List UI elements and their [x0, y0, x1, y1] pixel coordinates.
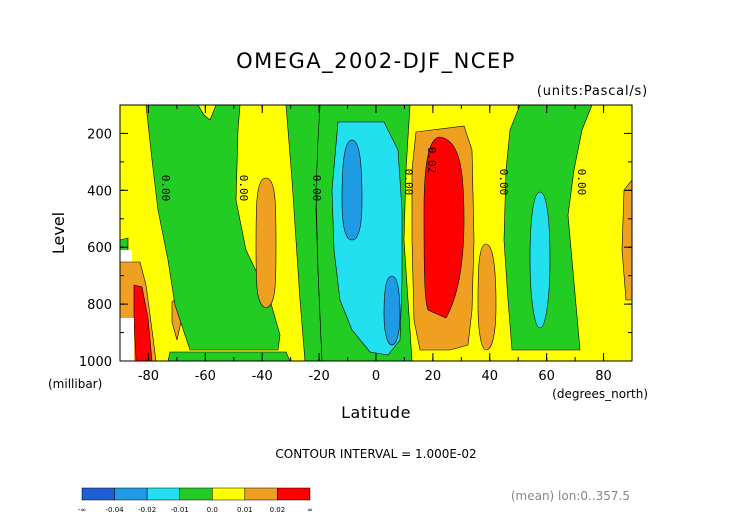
x-tick-label: -80 [138, 369, 159, 384]
contour-label: 0.00 [575, 169, 588, 196]
chart-title: OMEGA_2002-DJF_NCEP [236, 49, 516, 74]
contour-interval: CONTOUR INTERVAL = 1.000E-02 [275, 447, 476, 461]
region-yellow-notch [197, 105, 217, 121]
colorbar-swatch [146, 487, 180, 501]
y-tick-label: 600 [87, 241, 112, 256]
colorbar-label: -∞ [78, 506, 86, 514]
contour-label: 0.00 [497, 169, 510, 196]
x-tick-label: -20 [308, 369, 329, 384]
colorbar-swatch [244, 487, 278, 501]
y-tick-labels: 200 400 600 800 1000 [79, 127, 112, 370]
contour-labels: 0.00 0.00 0.00 0.00 0.02 0.00 0.00 [159, 147, 588, 202]
y-tick-label: 800 [87, 298, 112, 313]
x-tick-label: 20 [425, 369, 442, 384]
colorbar-swatch [114, 487, 148, 501]
colorbar-label: -0.01 [171, 506, 189, 514]
contour-label: 0.00 [159, 175, 172, 202]
colorbar-label: -0.04 [106, 506, 125, 514]
contour-label: 0.00 [237, 175, 250, 202]
y-unit-label: (millibar) [48, 377, 102, 391]
region-green-south-band [145, 105, 281, 351]
x-tick-label: 60 [538, 369, 555, 384]
region-red-tropics [423, 136, 465, 319]
x-tick-label: 0 [372, 369, 380, 384]
colorbar-label: -0.02 [138, 506, 156, 514]
y-tick-label: 200 [87, 127, 112, 142]
x-unit-label: (degrees_north) [552, 387, 648, 401]
x-tick-label: -40 [252, 369, 273, 384]
axis-ticks [119, 104, 633, 362]
colorbar-label: 0.01 [237, 506, 253, 514]
region-green-far-south [120, 237, 129, 253]
colorbar-label: 0.0 [207, 506, 218, 514]
colorbar-label: ∞ [307, 506, 313, 514]
y-tick-label: 1000 [79, 355, 112, 370]
colorbar-swatch [277, 487, 311, 501]
region-orange-lat40n [477, 243, 497, 351]
contour-label: 0.00 [402, 169, 415, 196]
colorbar-label: 0.02 [270, 506, 286, 514]
region-orange-north-edge [621, 179, 632, 301]
colorbar-labels: -∞ -0.04 -0.02 -0.01 0.0 0.01 0.02 ∞ [78, 506, 313, 514]
colorbar-swatch [179, 487, 213, 501]
x-axis-label: Latitude [341, 403, 411, 422]
contour-label: 0.00 [310, 175, 323, 202]
x-tick-labels: -80 -60 -40 -20 0 20 40 60 80 [138, 369, 612, 384]
region-orange-lat40 [255, 177, 277, 309]
y-axis-label: Level [49, 212, 68, 254]
colorbar [81, 487, 311, 501]
region-white-notch [120, 318, 134, 361]
region-blue-lower [383, 275, 401, 346]
region-green-bottom-strip [167, 351, 291, 361]
region-blue-upper [341, 139, 363, 241]
y-tick-label: 400 [87, 184, 112, 199]
x-tick-label: 40 [482, 369, 499, 384]
contour-label: 0.02 [425, 147, 438, 174]
region-cyan-north [529, 191, 551, 329]
x-tick-label: -60 [195, 369, 216, 384]
footer-note: (mean) lon:0..357.5 [511, 489, 630, 503]
x-tick-label: 80 [595, 369, 612, 384]
colorbar-swatch [81, 487, 115, 501]
plot-area: 0.00 0.00 0.00 0.00 0.02 0.00 0.00 [120, 105, 632, 361]
colorbar-swatch [212, 487, 246, 501]
units-label: (units:Pascal/s) [537, 84, 648, 99]
